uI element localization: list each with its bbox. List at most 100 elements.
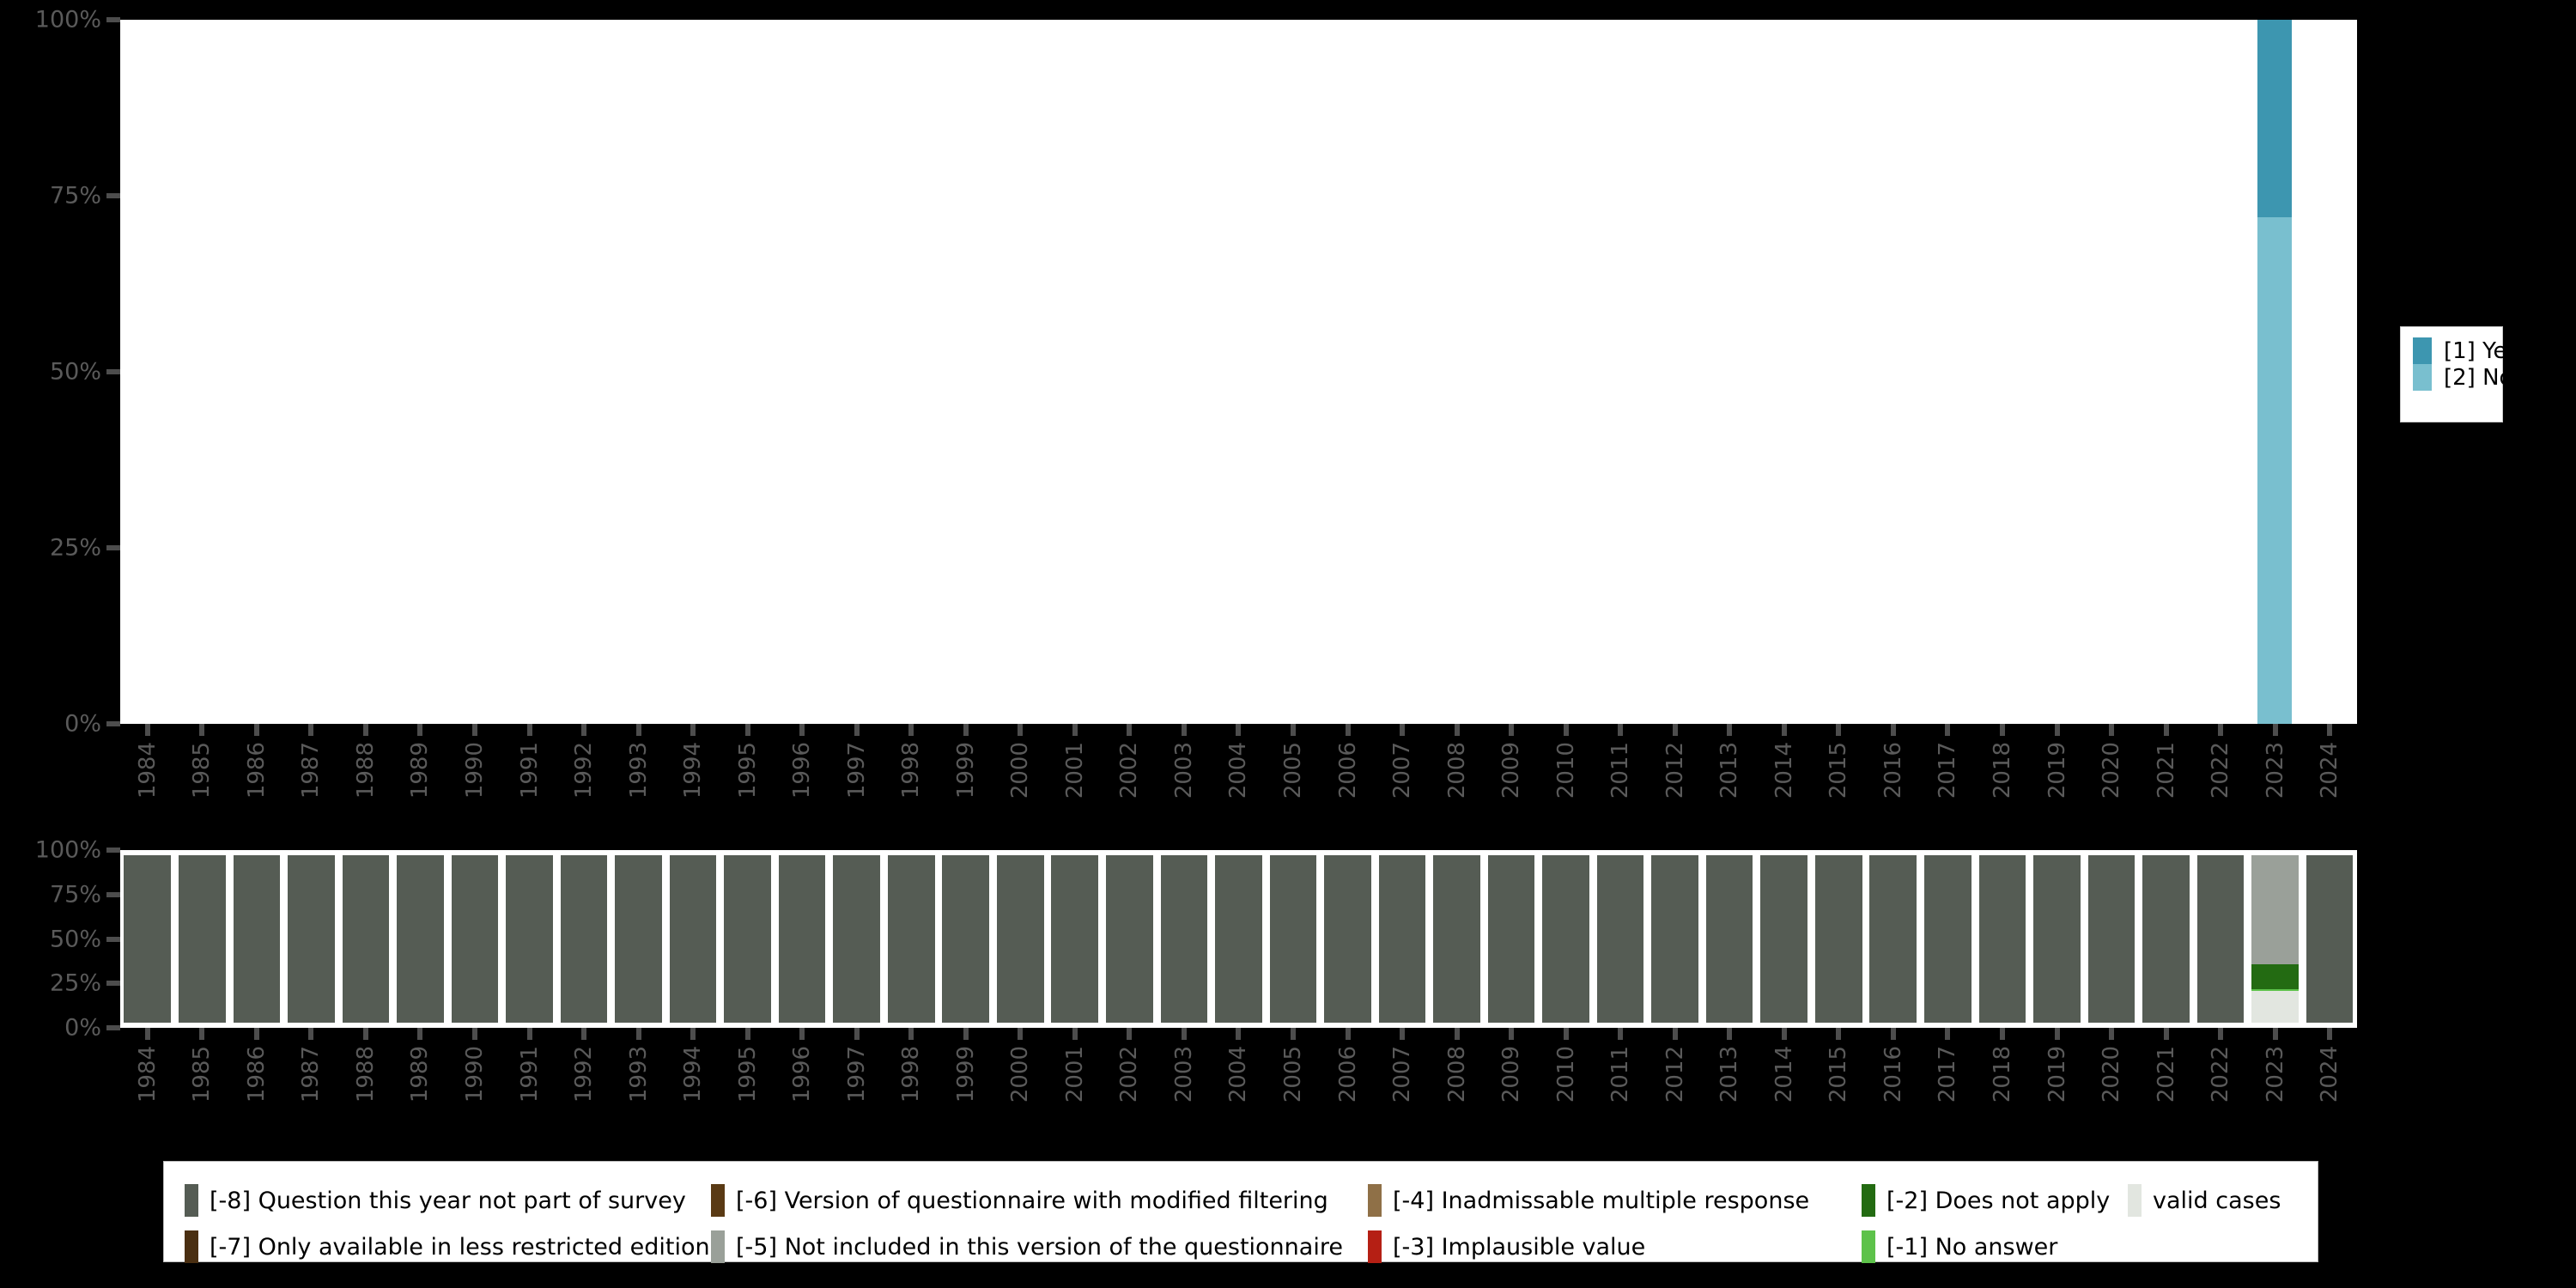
x-tick-label: 1998: [898, 742, 925, 799]
missing-bar-segment: [833, 855, 880, 1023]
bar-stack: [894, 20, 928, 724]
code-legend-label: [-6] Version of questionnaire with modif…: [736, 1187, 1328, 1214]
x-tick: 1989: [393, 1028, 448, 1122]
x-tick-mark: [2327, 724, 2333, 736]
series-legend-swatch: [2413, 364, 2432, 391]
series-legend-label: [1] Yes: [2444, 337, 2519, 364]
x-tick-label: 2006: [1334, 742, 1361, 799]
missing-bar-stack: [2087, 855, 2136, 1023]
bar-stack: [240, 20, 274, 724]
x-tick-mark: [1400, 1028, 1406, 1040]
missing-bar-stack: [1814, 855, 1862, 1023]
y-tick-label: 0%: [64, 710, 101, 738]
series-legend-item[interactable]: [2] No: [2413, 364, 2518, 391]
code-legend-item[interactable]: [-6] Version of questionnaire with modif…: [711, 1177, 1368, 1224]
x-tick-label: 1990: [461, 742, 488, 799]
missing-bar-stack: [1923, 855, 1971, 1023]
x-tick-mark: [1618, 1028, 1624, 1040]
x-tick-label: 2003: [1170, 1046, 1197, 1103]
bar-stack: [2312, 20, 2347, 724]
missing-bar-column: [1157, 855, 1212, 1023]
code-legend-item[interactable]: [-5] Not included in this version of the…: [711, 1224, 1368, 1270]
x-tick: 2012: [1648, 1028, 1703, 1122]
bar-column: [611, 20, 666, 724]
x-tick-label: 2018: [1990, 742, 2015, 799]
missing-values-panel: 0% 25% 50% 75% 100% 1984 1985 1986 1987 1988 1989…: [0, 837, 2490, 1121]
x-tick: 2001: [1048, 1028, 1103, 1122]
bar-column: [284, 20, 339, 724]
missing-bar-stack: [1433, 855, 1480, 1023]
x-tick: 1992: [556, 724, 611, 837]
missing-bar-stack: [233, 855, 281, 1023]
missing-bar-column: [1430, 855, 1485, 1023]
code-legend-item[interactable]: [-8] Question this year not part of surv…: [185, 1177, 711, 1224]
x-tick-mark: [2109, 724, 2115, 736]
x-tick-label: 1991: [516, 742, 543, 799]
bar-column: [1321, 20, 1376, 724]
missing-bar-segment: [1869, 855, 1917, 1023]
missing-bar-column: [1921, 855, 1976, 1023]
series-legend-item[interactable]: [1] Yes: [2413, 337, 2518, 364]
code-legend-item[interactable]: [-4] Inadmissable multiple response: [1368, 1177, 1862, 1224]
x-tick-label: 2023: [2262, 1046, 2288, 1103]
x-tick-label: 2018: [1990, 1046, 2015, 1103]
missing-bar-column: [447, 855, 502, 1023]
bar-column: [2030, 20, 2085, 724]
bar-column: [1757, 20, 1812, 724]
x-tick-mark: [308, 724, 314, 736]
x-tick: 2006: [1321, 1028, 1376, 1122]
x-tick-mark: [1345, 1028, 1351, 1040]
missing-bar-column: [175, 855, 230, 1023]
code-legend-item[interactable]: [-2] Does not apply: [1862, 1177, 2128, 1224]
x-tick: 1994: [665, 1028, 720, 1122]
x-tick-mark: [1727, 1028, 1733, 1040]
missing-bar-segment: [2033, 855, 2081, 1023]
x-tick: 2015: [1812, 724, 1867, 837]
x-tick-mark: [253, 724, 259, 736]
x-tick-label: 1985: [189, 1046, 216, 1103]
bar-stack: [2257, 20, 2293, 724]
x-tick-label: 2019: [2044, 742, 2070, 799]
x-tick-label: 2020: [2099, 742, 2125, 799]
x-tick-label: 2010: [1552, 742, 1579, 799]
missing-bar-column: [1648, 855, 1703, 1023]
x-tick-label: 2009: [1498, 1046, 1525, 1103]
code-legend-label: [-1] No answer: [1886, 1233, 2058, 1261]
x-tick-label: 1999: [952, 1046, 979, 1103]
x-tick: 2000: [993, 724, 1048, 837]
code-legend-item[interactable]: [2128, 1224, 2309, 1270]
x-tick-mark: [854, 1028, 860, 1040]
lower-y-axis: 0% 25% 50% 75% 100%: [0, 837, 120, 1042]
missing-bar-stack: [724, 855, 771, 1023]
x-tick-label: 2000: [1007, 1046, 1034, 1103]
x-tick-mark: [799, 1028, 805, 1040]
x-tick: 2017: [1921, 1028, 1976, 1122]
x-tick-mark: [1400, 724, 1406, 736]
x-tick: 2000: [993, 1028, 1048, 1122]
x-tick: 2003: [1157, 724, 1212, 837]
code-legend-item[interactable]: [-3] Implausible value: [1368, 1224, 1862, 1270]
x-tick-mark: [1890, 1028, 1896, 1040]
x-tick: 1986: [229, 1028, 284, 1122]
bar-stack: [1985, 20, 2020, 724]
code-legend-label: [-4] Inadmissable multiple response: [1393, 1187, 1810, 1214]
bar-column: [1593, 20, 1648, 724]
missing-bar-segment: [942, 855, 990, 1023]
bar-stack: [840, 20, 874, 724]
bar-segment: [2257, 20, 2293, 217]
code-legend-item[interactable]: [-1] No answer: [1862, 1224, 2128, 1270]
x-tick: 1992: [556, 1028, 611, 1122]
bar-column: [502, 20, 557, 724]
code-legend-item[interactable]: valid cases: [2128, 1177, 2309, 1224]
missing-bar-stack: [1760, 855, 1808, 1023]
missing-bar-stack: [2251, 855, 2299, 1023]
x-tick: 1986: [229, 724, 284, 837]
x-tick-mark: [1727, 724, 1733, 736]
code-legend-item[interactable]: [-7] Only available in less restricted e…: [185, 1224, 711, 1270]
missing-bar-stack: [778, 855, 826, 1023]
missing-bar-segment: [1923, 855, 1971, 1023]
x-tick-label: 1992: [571, 742, 598, 799]
x-tick-mark: [2327, 1028, 2333, 1040]
bar-column: [338, 20, 393, 724]
missing-bar-column: [120, 855, 175, 1023]
